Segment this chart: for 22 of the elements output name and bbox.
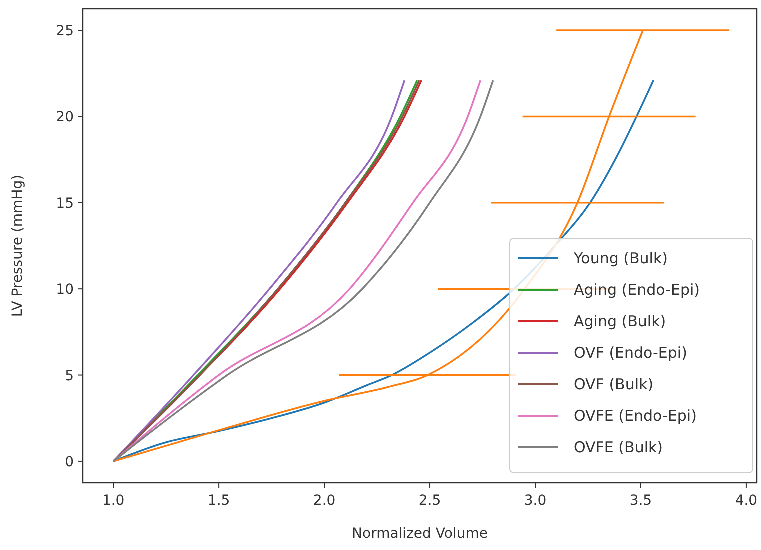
- y-tick-label: 20: [56, 110, 74, 126]
- y-tick-label: 15: [56, 196, 74, 212]
- y-tick-label: 0: [65, 454, 74, 470]
- x-tick-label: 2.5: [418, 493, 442, 509]
- y-tick-label: 25: [56, 24, 74, 40]
- x-tick-label: 2.0: [313, 493, 336, 509]
- legend-label: OVFE (Endo-Epi): [574, 407, 697, 425]
- x-tick-label: 1.0: [102, 493, 125, 509]
- legend-label: Aging (Endo-Epi): [574, 281, 700, 299]
- y-tick-label: 10: [56, 282, 74, 298]
- y-axis-title: LV Pressure (mmHg): [10, 174, 26, 318]
- x-tick-label: 4.0: [735, 493, 758, 509]
- x-tick-label: 3.5: [630, 493, 652, 509]
- x-tick-label: 3.0: [524, 493, 547, 509]
- x-axis-title: Normalized Volume: [352, 526, 488, 542]
- y-tick-label: 5: [65, 368, 74, 384]
- x-tick-label: 1.5: [208, 493, 230, 509]
- legend-label: Young (Bulk): [573, 250, 668, 268]
- legend-label: OVFE (Bulk): [574, 438, 664, 456]
- legend-label: OVF (Bulk): [574, 376, 654, 394]
- legend-label: Aging (Bulk): [574, 312, 666, 330]
- legend-label: OVF (Endo-Epi): [574, 344, 688, 362]
